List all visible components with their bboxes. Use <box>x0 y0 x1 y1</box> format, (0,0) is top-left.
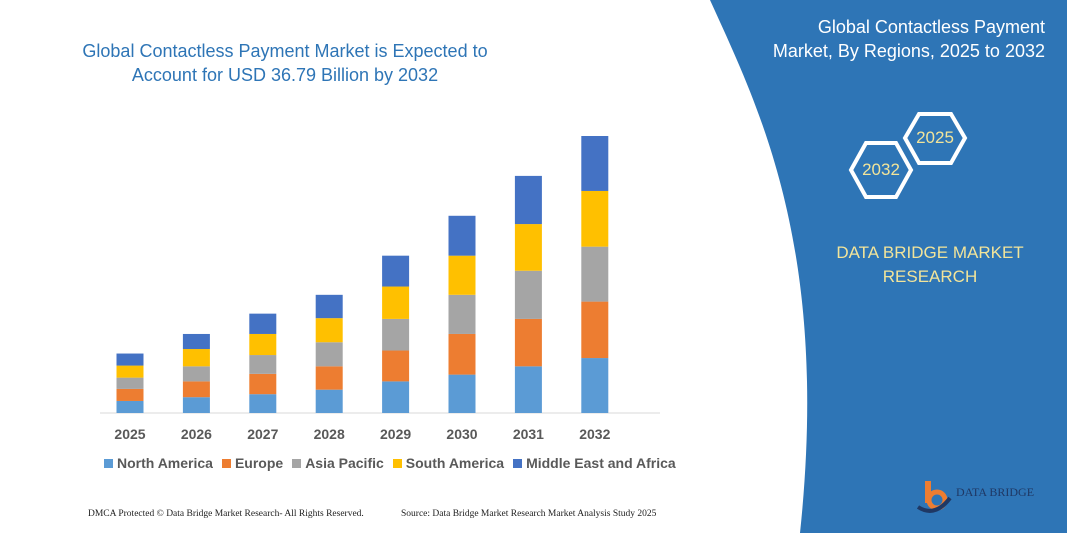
bar-segment-2031-europe <box>514 318 542 367</box>
bar-segment-2028-europe <box>315 366 343 390</box>
bar-segment-2025-europe <box>116 388 144 401</box>
side-panel-title: Global Contactless Payment Market, By Re… <box>772 17 1045 61</box>
x-tick-label: 2027 <box>247 426 278 442</box>
footer-copyright: DMCA Protected © Data Bridge Market Rese… <box>88 509 364 519</box>
legend-swatch <box>104 458 113 468</box>
bar-segment-2032-middle-east-and-africa <box>581 136 609 191</box>
bar-segment-2025-asia-pacific <box>116 377 144 389</box>
legend-swatch <box>392 458 402 468</box>
bar-segment-2025-middle-east-and-africa <box>116 353 144 366</box>
footer-source: Source: Data Bridge Market Research Mark… <box>401 509 657 519</box>
legend-item-middle-east-africa: Middle East and Africa <box>513 455 676 471</box>
bar-segment-2025-south-america <box>116 365 144 378</box>
legend-label: Asia Pacific <box>305 455 384 471</box>
bar-segment-2030-europe <box>448 333 476 375</box>
bar-segment-2027-north-america <box>249 394 277 413</box>
legend-item-asia-pacific: Asia Pacific <box>292 455 384 471</box>
bar-segment-2026-south-america <box>182 349 210 367</box>
bar-segment-2031-south-america <box>514 224 542 271</box>
hexagon-2032 <box>848 141 914 199</box>
bar-segment-2028-asia-pacific <box>315 342 343 367</box>
bar-segment-2026-asia-pacific <box>182 366 210 382</box>
bar-segment-2032-asia-pacific <box>581 246 609 302</box>
legend-label: Middle East and Africa <box>526 455 676 471</box>
x-tick-label: 2029 <box>380 426 411 442</box>
logo-icon <box>916 481 952 513</box>
legend-swatch <box>292 458 302 468</box>
hex-label-2032: 2032 <box>862 160 900 179</box>
bars <box>116 136 609 413</box>
bar-segment-2031-middle-east-and-africa <box>514 175 542 225</box>
bar-segment-2026-europe <box>182 381 210 398</box>
bar-segment-2029-europe <box>382 350 410 382</box>
legend: North America Europe Asia Pacific South … <box>104 455 676 471</box>
hex-label-2025: 2025 <box>916 128 954 147</box>
x-tick-labels: 2025 2026 2027 2028 2029 2030 2031 2032 <box>114 426 610 442</box>
bar-segment-2028-north-america <box>315 389 343 413</box>
chart-title: Global Contactless Payment Market is Exp… <box>82 41 488 85</box>
x-tick-label: 2025 <box>114 426 145 442</box>
bar-segment-2025-north-america <box>116 400 144 413</box>
bar-segment-2027-europe <box>249 373 277 395</box>
bar-segment-2026-middle-east-and-africa <box>182 333 210 350</box>
bar-segment-2029-middle-east-and-africa <box>382 255 410 287</box>
bar-segment-2031-asia-pacific <box>514 270 542 319</box>
legend-label: South America <box>405 455 505 471</box>
bar-segment-2030-north-america <box>448 374 476 413</box>
bar-segment-2030-middle-east-and-africa <box>448 215 476 256</box>
x-tick-label: 2031 <box>513 426 544 442</box>
brand-text: DATA BRIDGE MARKET RESEARCH <box>836 243 1024 286</box>
bar-segment-2028-south-america <box>315 318 343 343</box>
bar-segment-2029-asia-pacific <box>382 318 410 351</box>
bar-segment-2030-south-america <box>448 255 476 295</box>
bar-segment-2029-north-america <box>382 381 410 413</box>
x-tick-label: 2028 <box>314 426 345 442</box>
bar-segment-2027-middle-east-and-africa <box>249 313 277 334</box>
legend-item-europe: Europe <box>221 455 284 471</box>
bar-segment-2027-south-america <box>249 333 277 356</box>
bar-segment-2027-asia-pacific <box>249 355 277 374</box>
logo-text: DATA BRIDGE <box>956 485 1035 499</box>
bar-segment-2028-middle-east-and-africa <box>315 294 343 319</box>
bar-segment-2029-south-america <box>382 286 410 319</box>
legend-swatch <box>513 458 523 468</box>
bar-segment-2032-south-america <box>581 190 609 247</box>
bar-segment-2030-asia-pacific <box>448 294 476 334</box>
legend-item-south-america: South America <box>392 455 505 471</box>
x-tick-label: 2026 <box>181 426 212 442</box>
hexagon-2025 <box>902 112 968 165</box>
legend-item-north-america: North America <box>104 455 213 471</box>
side-panel <box>710 0 1067 533</box>
bar-segment-2032-europe <box>581 301 609 359</box>
legend-label: Europe <box>234 455 284 471</box>
x-tick-label: 2030 <box>446 426 477 442</box>
bar-segment-2026-north-america <box>182 397 210 413</box>
legend-label: North America <box>117 455 213 471</box>
legend-swatch <box>221 458 231 468</box>
bar-segment-2031-north-america <box>514 366 542 413</box>
bar-segment-2032-north-america <box>581 358 609 413</box>
x-tick-label: 2032 <box>579 426 610 442</box>
